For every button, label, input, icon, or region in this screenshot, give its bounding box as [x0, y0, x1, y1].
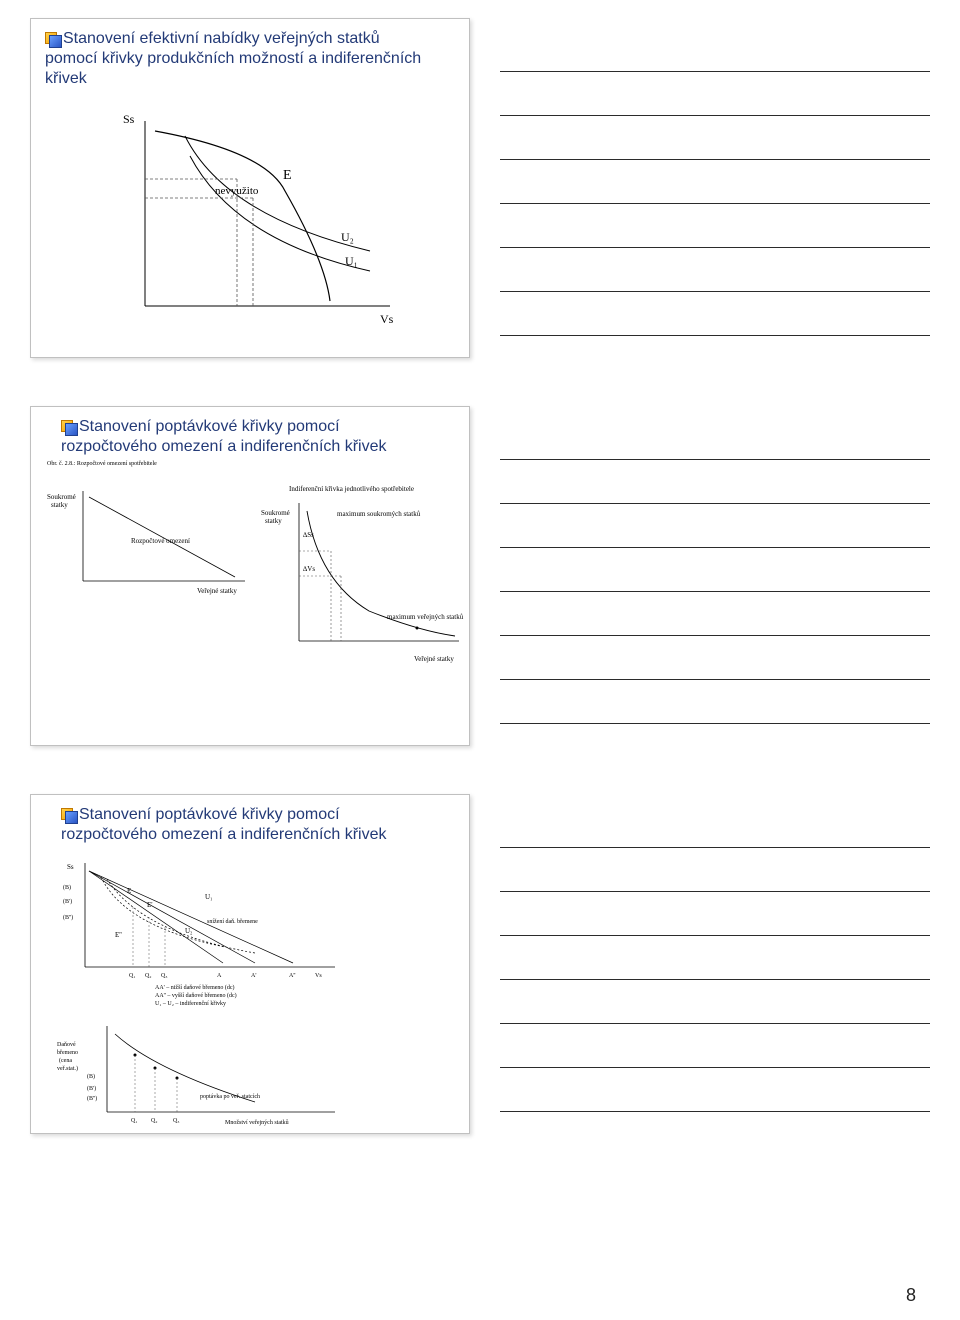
- legend-1: AA' – nižší daňové břemeno (dc): [155, 985, 455, 993]
- svg-text:A': A': [251, 973, 256, 979]
- slide-1: Stanovení efektivní nabídky veřejných st…: [30, 18, 470, 358]
- note-line: [500, 504, 930, 548]
- svg-text:Ss: Ss: [67, 863, 74, 871]
- title-text: Stanovení efektivní nabídky veřejných st…: [45, 30, 421, 87]
- note-line: [500, 160, 930, 204]
- note-line: [500, 72, 930, 116]
- note-line: [500, 416, 930, 460]
- notes-1: [500, 18, 930, 358]
- svg-text:statky: statky: [51, 501, 68, 509]
- notes-2: [500, 406, 930, 746]
- svg-text:Množství veřejných statků: Množství veřejných statků: [225, 1119, 289, 1126]
- svg-text:Soukromé: Soukromé: [47, 493, 76, 501]
- e-point-label: E: [283, 168, 292, 183]
- note-line: [500, 292, 930, 336]
- svg-text:Q₁: Q₁: [129, 973, 135, 979]
- svg-text:Q₁: Q₁: [131, 1118, 137, 1124]
- svg-text:Rozpočtové omezení: Rozpočtové omezení: [131, 537, 190, 545]
- svg-text:(B''): (B''): [87, 1095, 97, 1102]
- svg-text:E: E: [127, 887, 131, 895]
- svg-text:břemeno: břemeno: [57, 1050, 78, 1056]
- bullet-icon: [45, 32, 57, 44]
- note-line: [500, 460, 930, 504]
- title-text: Stanovení poptávkové křivky pomocí rozpo…: [61, 806, 387, 843]
- svg-text:(B'): (B'): [63, 898, 72, 905]
- svg-text:A'': A'': [289, 973, 296, 979]
- bullet-icon: [61, 808, 73, 820]
- slide-2-title: Stanovení poptávkové křivky pomocí rozpo…: [45, 417, 455, 457]
- chart-indiff: Indiferenční křivka jednotlivého spotřeb…: [259, 481, 469, 671]
- svg-text:Q₃: Q₃: [161, 973, 167, 979]
- bullet-icon: [61, 420, 73, 432]
- page-number: 8: [906, 1285, 916, 1306]
- slide-3: Stanovení poptávkové křivky pomocí rozpo…: [30, 794, 470, 1134]
- svg-text:Soukromé: Soukromé: [261, 509, 290, 517]
- note-line: [500, 936, 930, 980]
- svg-text:Veřejné statky: Veřejné statky: [414, 655, 454, 663]
- legend-3: U₁ – U₂ – indiferenční křivky: [155, 1001, 455, 1009]
- u2-label: U₂: [341, 230, 354, 244]
- note-line: [500, 804, 930, 848]
- note-line: [500, 592, 930, 636]
- svg-text:(cena: (cena: [59, 1057, 72, 1064]
- svg-text:E'': E'': [115, 931, 122, 939]
- svg-text:poptávka po veř. statcích: poptávka po veř. statcích: [200, 1094, 260, 1100]
- svg-text:veř.stat.): veř.stat.): [57, 1065, 78, 1072]
- note-line: [500, 892, 930, 936]
- svg-text:A: A: [217, 973, 222, 979]
- svg-text:snížení daň. břemene: snížení daň. břemene: [207, 919, 258, 925]
- figure-caption: Obr. č. 2.8.: Rozpočtové omezení spotřeb…: [47, 461, 455, 467]
- svg-text:(B): (B): [87, 1073, 95, 1080]
- legend-block: AA' – nižší daňové břemeno (dc) AA'' – v…: [155, 985, 455, 1008]
- legend-2: AA'' – vyšší daňové břemeno (dc): [155, 993, 455, 1001]
- svg-text:(B'): (B'): [87, 1085, 96, 1092]
- svg-text:maximum soukromých statků: maximum soukromých statků: [337, 510, 421, 518]
- note-line: [500, 680, 930, 724]
- note-line: [500, 848, 930, 892]
- svg-text:Indiferenční křivka jednotlivé: Indiferenční křivka jednotlivého spotřeb…: [289, 485, 414, 493]
- svg-text:Veřejné statky: Veřejné statky: [197, 587, 237, 595]
- svg-text:∆Vs: ∆Vs: [303, 565, 315, 573]
- svg-text:U₁: U₁: [205, 893, 213, 901]
- notes-3: [500, 794, 930, 1134]
- chart-demand-top: Ss (B) (B') (B'') E E' E'' U₁: [55, 857, 355, 985]
- svg-text:statky: statky: [265, 517, 282, 525]
- y-axis-label: Ss: [123, 112, 135, 126]
- svg-text:(B''): (B''): [63, 914, 73, 921]
- svg-text:Vs: Vs: [315, 973, 322, 979]
- u1-label: U₁: [345, 254, 358, 268]
- slide-1-title: Stanovení efektivní nabídky veřejných st…: [45, 29, 455, 89]
- note-line: [500, 28, 930, 72]
- chart-demand-bottom: Daňové břemeno (cena veř.stat.) (B) (B')…: [55, 1020, 355, 1130]
- nevyuzito-label: nevyužito: [215, 185, 259, 197]
- svg-text:E': E': [147, 901, 153, 909]
- title-text: Stanovení poptávkové křivky pomocí rozpo…: [61, 418, 387, 455]
- svg-text:U₂: U₂: [185, 927, 193, 935]
- svg-text:maximum veřejných statků: maximum veřejných statků: [387, 613, 464, 621]
- note-line: [500, 116, 930, 160]
- svg-text:∆Ss: ∆Ss: [303, 531, 314, 539]
- note-line: [500, 1024, 930, 1068]
- x-axis-label: Vs: [380, 312, 394, 326]
- svg-text:Q₃: Q₃: [173, 1118, 179, 1124]
- svg-text:(B): (B): [63, 884, 71, 891]
- note-line: [500, 980, 930, 1024]
- svg-text:Q₂: Q₂: [145, 973, 151, 979]
- slide-3-title: Stanovení poptávkové křivky pomocí rozpo…: [45, 805, 455, 845]
- chart-ppf: Ss Vs E nevyužito U₂ U₁: [95, 101, 405, 337]
- slide-2: Stanovení poptávkové křivky pomocí rozpo…: [30, 406, 470, 746]
- note-line: [500, 1068, 930, 1112]
- note-line: [500, 548, 930, 592]
- note-line: [500, 636, 930, 680]
- chart-budget: Soukromé statky Rozpočtové omezení Veřej…: [45, 481, 255, 601]
- note-line: [500, 204, 930, 248]
- svg-text:Q₂: Q₂: [151, 1118, 157, 1124]
- svg-text:Daňové: Daňové: [57, 1042, 76, 1048]
- note-line: [500, 248, 930, 292]
